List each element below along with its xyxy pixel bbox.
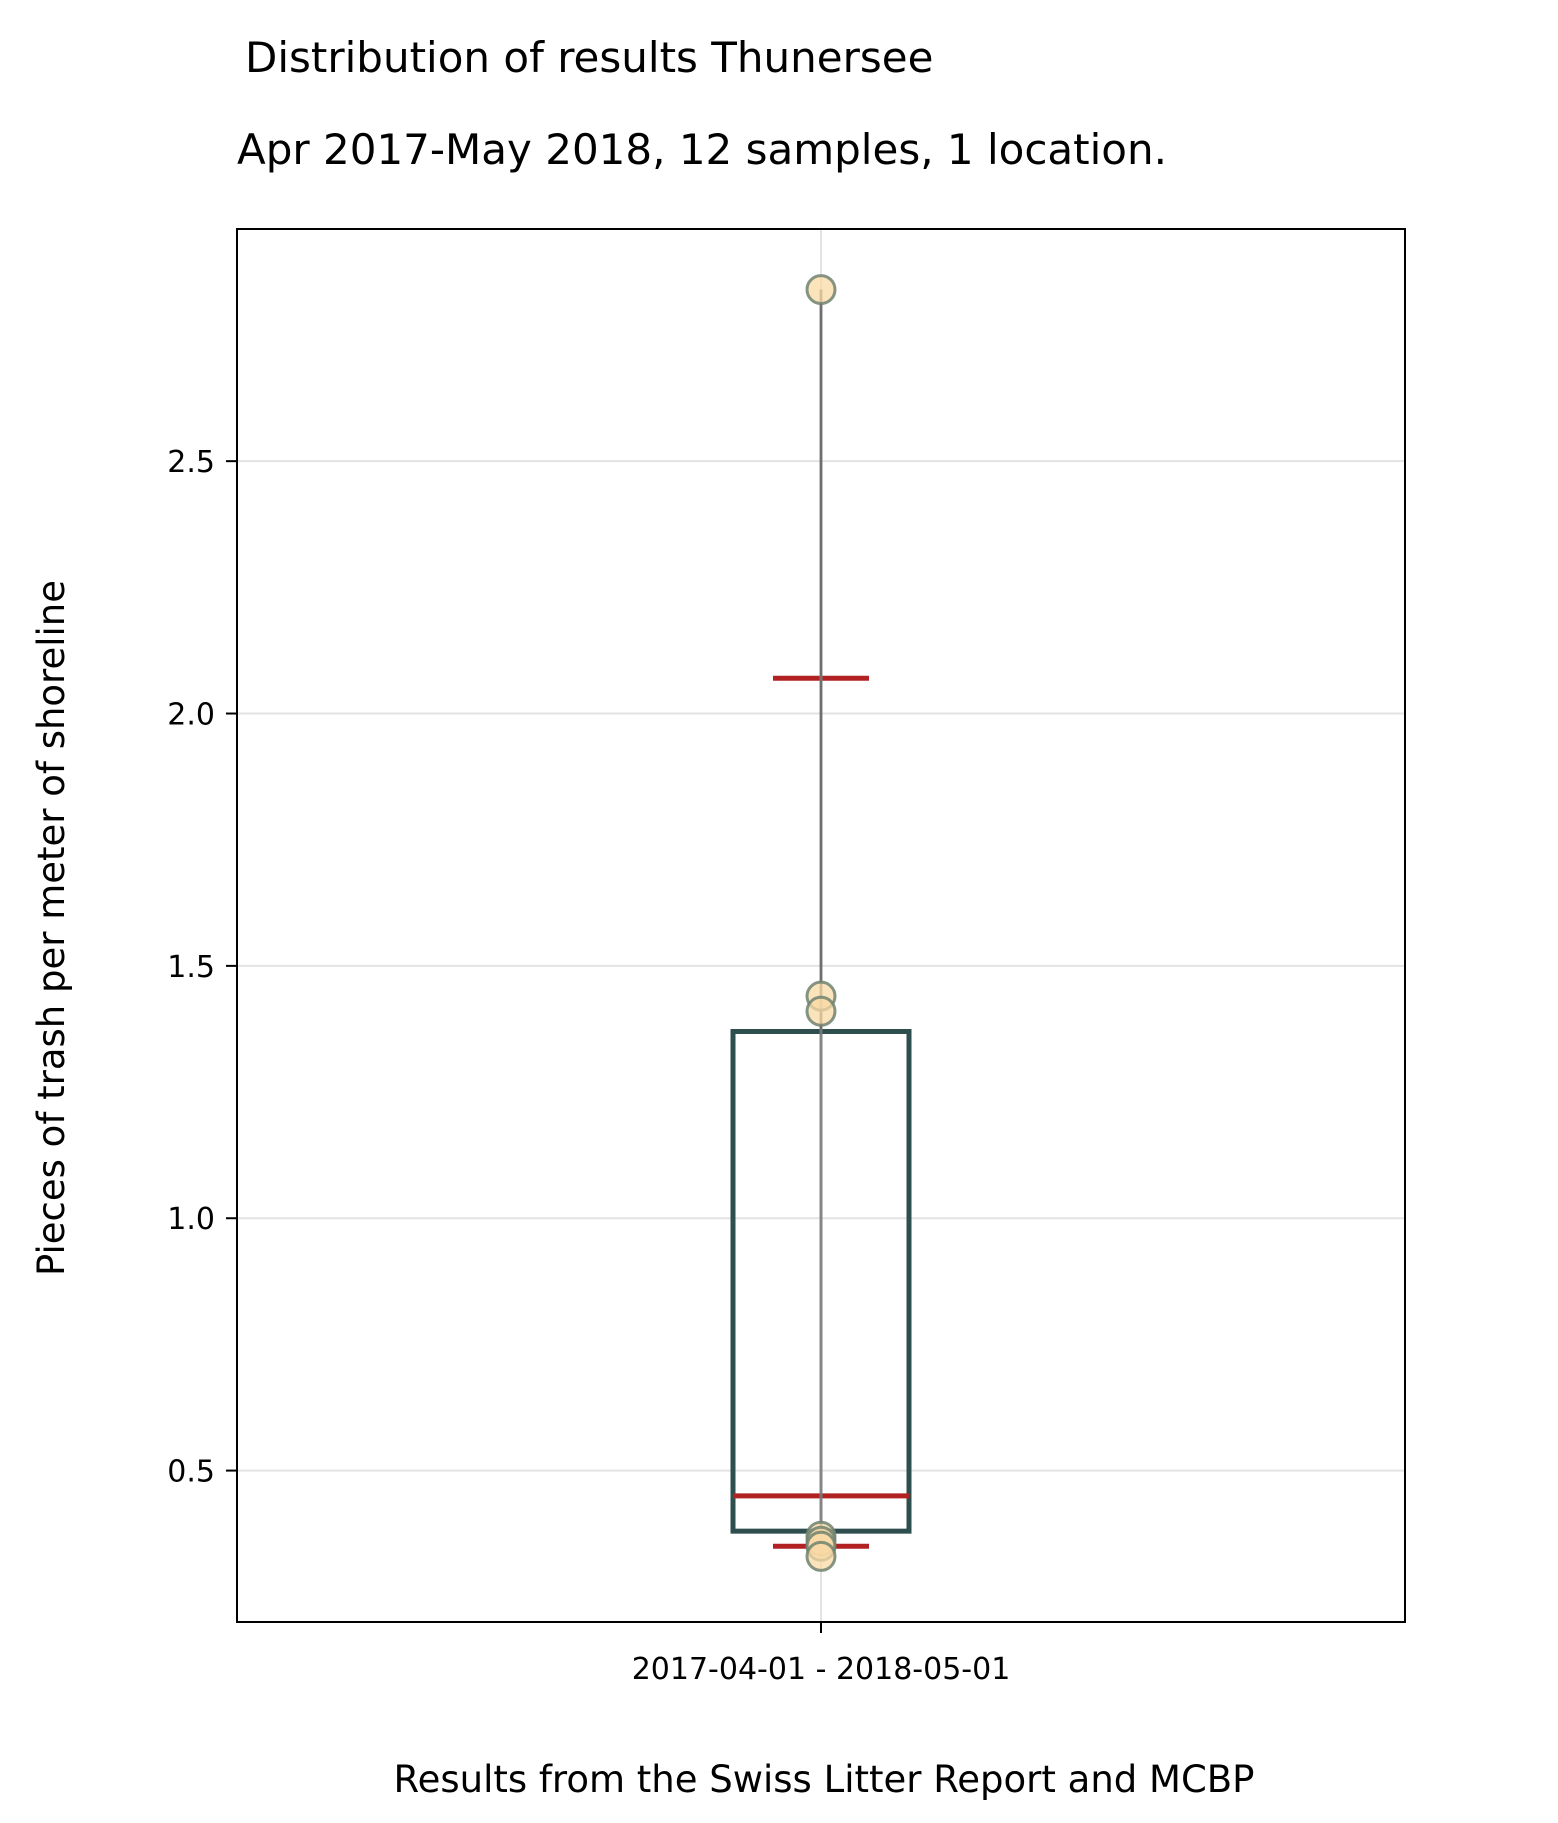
data-points bbox=[805, 274, 837, 1572]
y-tick-label: 1.0 bbox=[167, 1202, 215, 1237]
y-tick-label: 1.5 bbox=[167, 950, 215, 985]
y-tick-label: 2.0 bbox=[167, 698, 215, 733]
chart-title: Distribution of results Thunersee bbox=[245, 33, 933, 82]
data-point bbox=[805, 995, 837, 1027]
y-axis-label: Pieces of trash per meter of shoreline bbox=[30, 580, 73, 1276]
y-tick-label: 2.5 bbox=[167, 445, 215, 480]
y-axis-ticks: 0.5 1.0 1.5 2.0 2.5 bbox=[167, 445, 237, 1490]
x-tick-label: 2017-04-01 - 2018-05-01 bbox=[632, 1652, 1011, 1687]
data-point bbox=[805, 1540, 837, 1572]
data-point bbox=[805, 274, 837, 306]
x-axis-ticks: 2017-04-01 - 2018-05-01 bbox=[632, 1622, 1011, 1687]
x-axis-label: Results from the Swiss Litter Report and… bbox=[394, 1758, 1255, 1801]
plot-area bbox=[730, 274, 912, 1572]
y-tick-label: 0.5 bbox=[167, 1455, 215, 1490]
chart-subtitle: Apr 2017-May 2018, 12 samples, 1 locatio… bbox=[237, 125, 1167, 174]
